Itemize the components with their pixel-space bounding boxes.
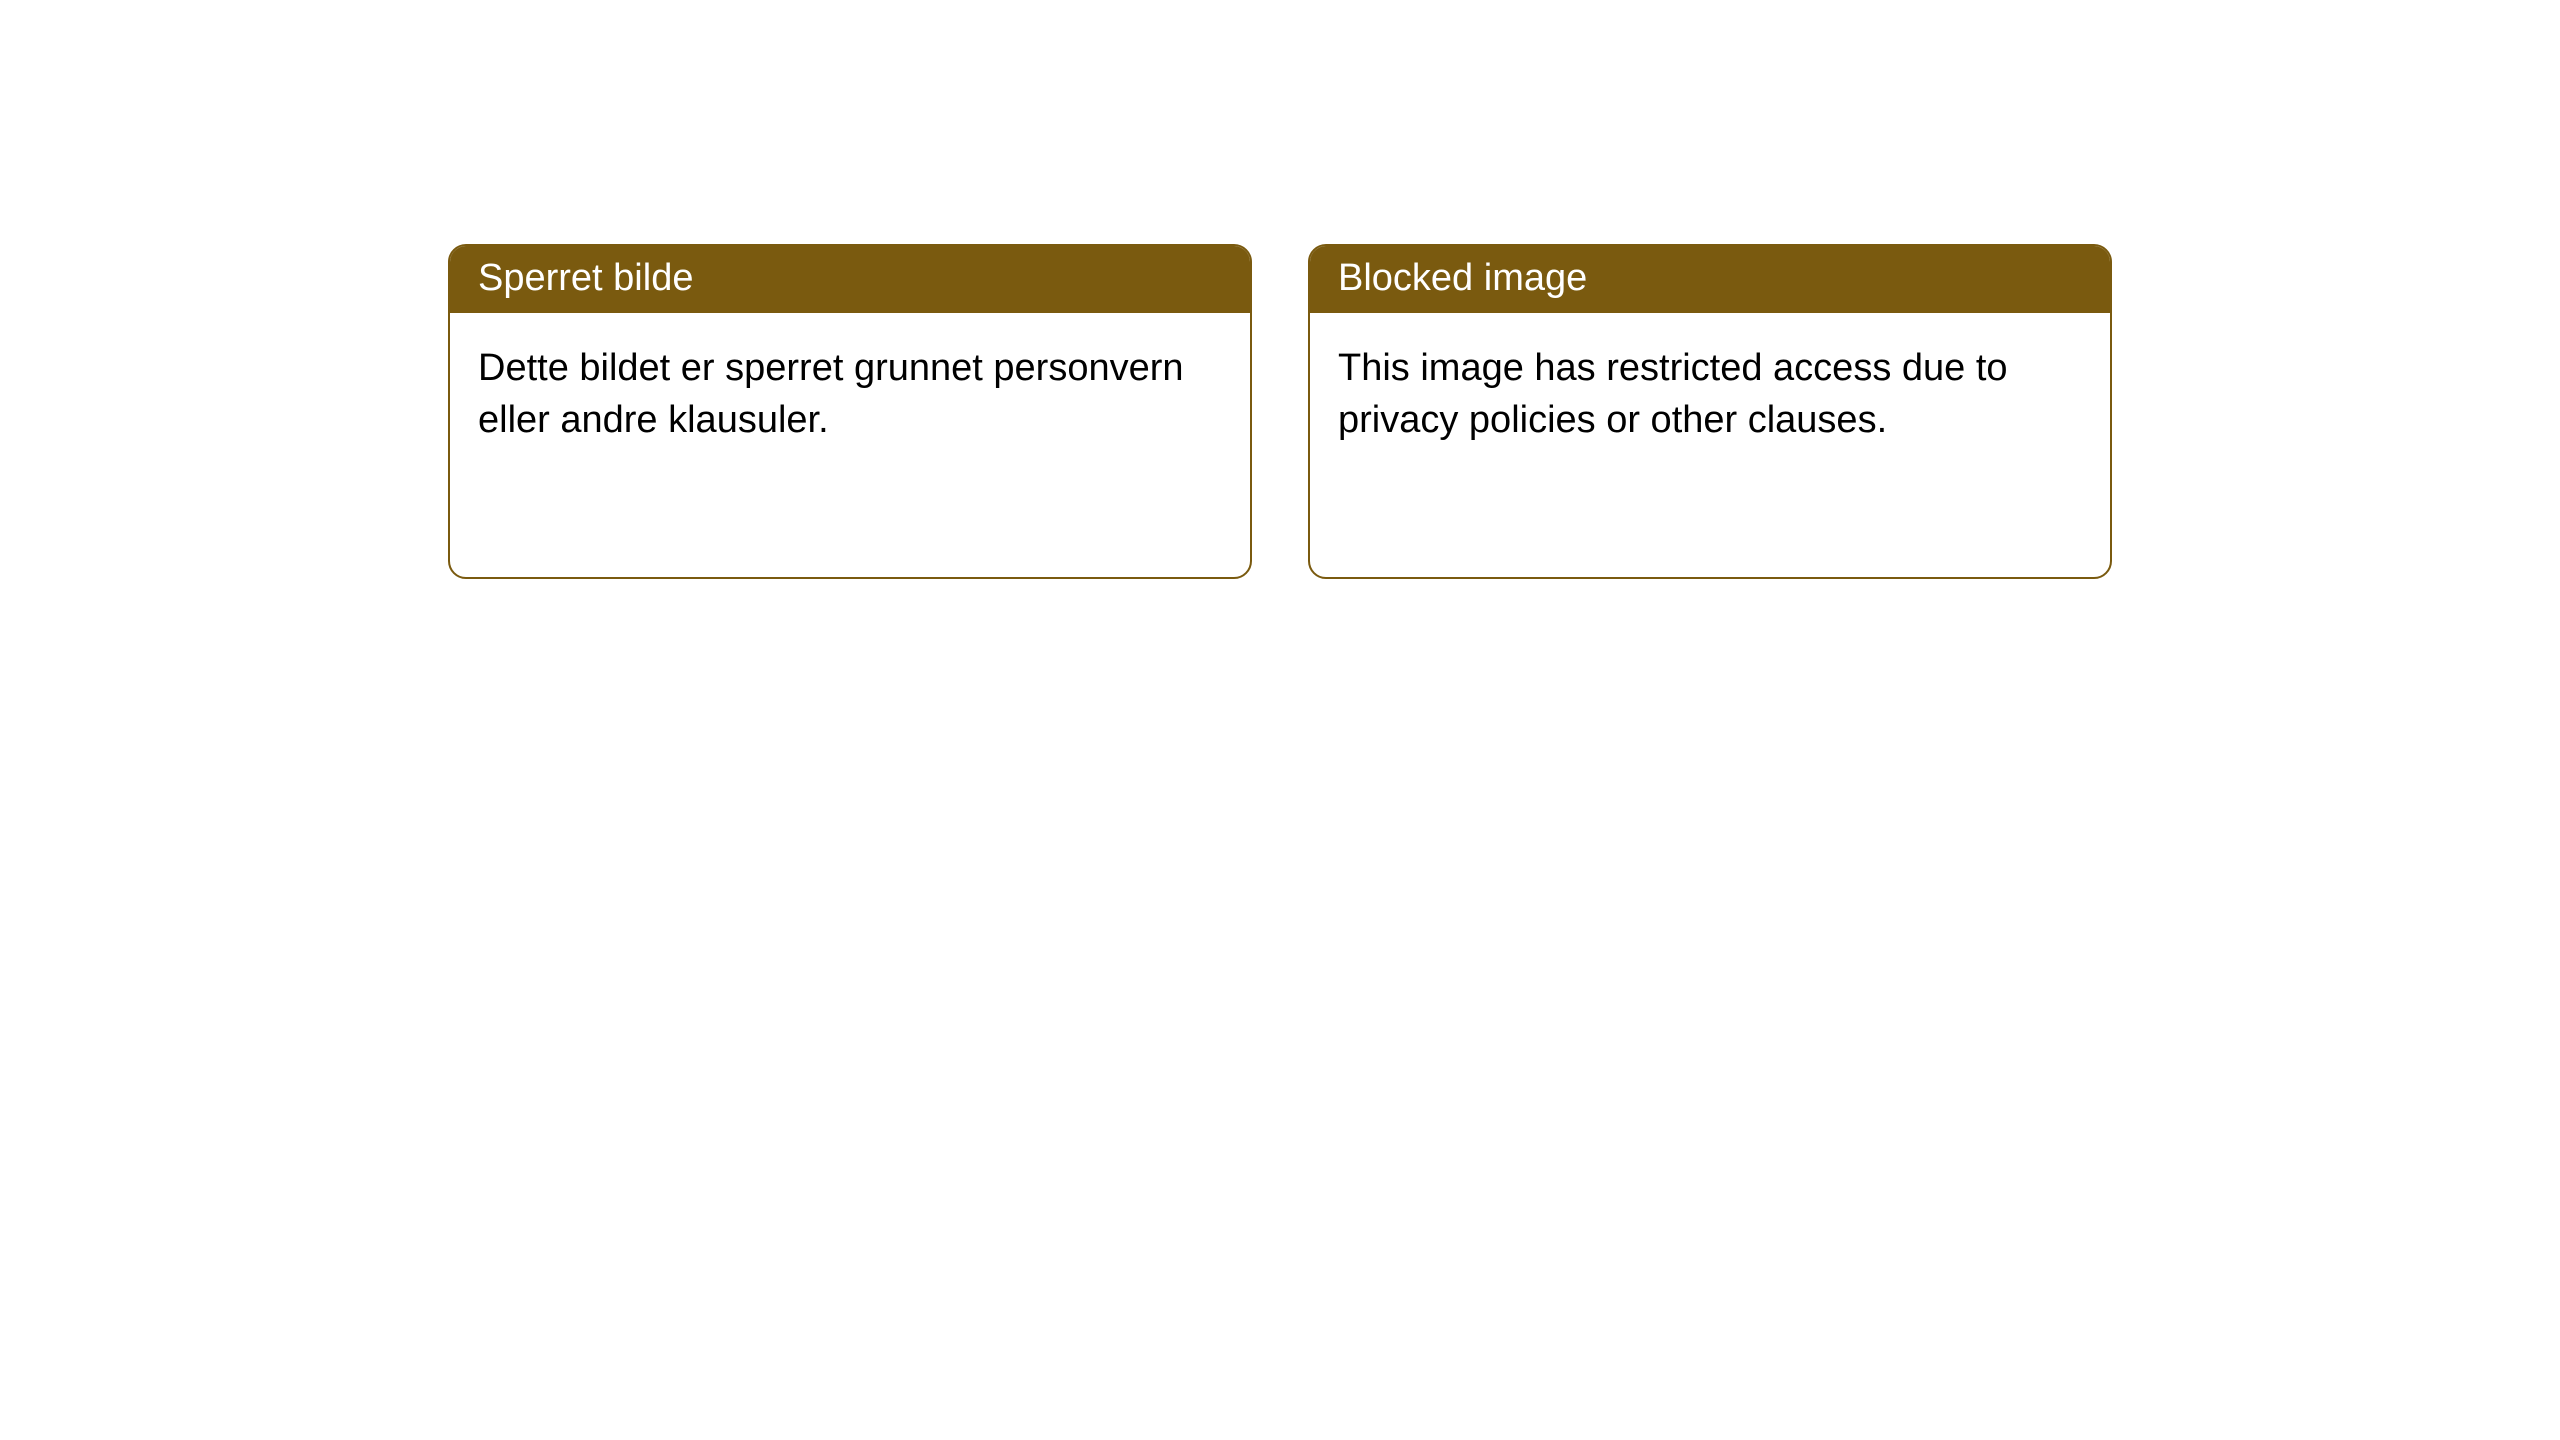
notice-header-norwegian: Sperret bilde — [450, 246, 1250, 313]
notice-header-english: Blocked image — [1310, 246, 2110, 313]
notice-card-english: Blocked image This image has restricted … — [1308, 244, 2112, 579]
notice-card-norwegian: Sperret bilde Dette bildet er sperret gr… — [448, 244, 1252, 579]
notice-container: Sperret bilde Dette bildet er sperret gr… — [0, 0, 2560, 579]
notice-body-norwegian: Dette bildet er sperret grunnet personve… — [450, 313, 1250, 476]
notice-body-english: This image has restricted access due to … — [1310, 313, 2110, 476]
